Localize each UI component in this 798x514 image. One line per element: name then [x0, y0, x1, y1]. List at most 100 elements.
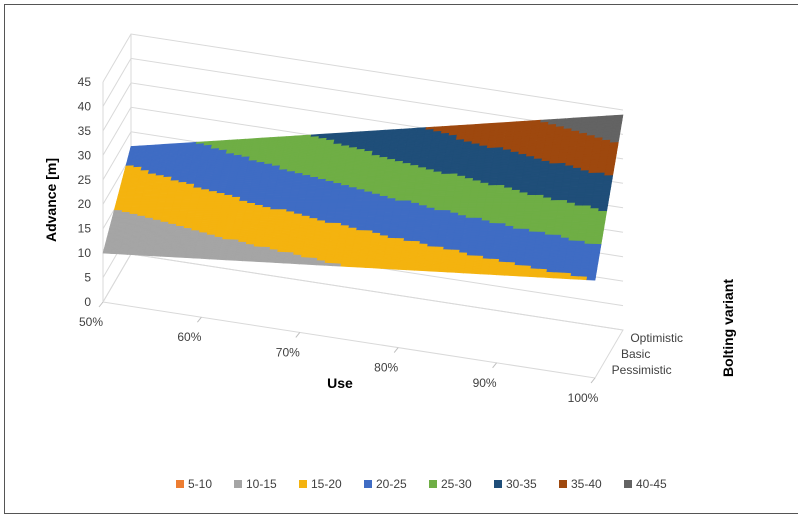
surface-cell	[571, 218, 582, 223]
y-tick-label: Pessimistic	[612, 363, 672, 377]
surface-cell	[223, 194, 234, 198]
surface-cell	[524, 208, 534, 212]
surface-cell	[587, 175, 597, 180]
surface-cell	[302, 207, 313, 210]
surface-cell	[217, 257, 227, 261]
surface-cell	[581, 210, 591, 215]
surface-cell	[516, 208, 526, 212]
surface-cell	[500, 202, 511, 206]
surface-cell	[472, 220, 483, 224]
surface-cell	[345, 200, 355, 204]
surface-cell	[543, 189, 554, 193]
surface-cell	[560, 189, 570, 193]
surface-cell	[287, 200, 298, 204]
surface-cell	[455, 224, 465, 229]
surface-cell	[404, 193, 414, 197]
surface-cell	[435, 198, 446, 201]
surface-cell	[585, 186, 595, 190]
surface-cell	[540, 208, 551, 212]
surface-cell	[583, 200, 593, 204]
surface-cell	[538, 173, 548, 178]
surface-cell	[461, 195, 471, 199]
surface-cell	[552, 186, 563, 191]
surface-cell	[485, 195, 496, 199]
surface-cell	[266, 259, 277, 263]
surface-cell	[539, 213, 550, 217]
surface-cell	[303, 202, 314, 206]
surface-cell	[548, 208, 559, 212]
surface-cell	[584, 189, 595, 193]
x-tick-label: 60%	[177, 330, 201, 344]
surface-cell	[330, 193, 340, 197]
surface-cell	[538, 176, 548, 180]
surface-cell	[245, 206, 255, 210]
surface-cell	[551, 192, 562, 196]
surface-cell	[508, 205, 518, 209]
surface-cell	[312, 200, 322, 204]
surface-cell	[477, 195, 487, 199]
surface-cell	[102, 250, 113, 254]
surface-cell	[557, 208, 567, 212]
surface-cell	[555, 170, 565, 175]
surface-cell	[602, 180, 613, 185]
surface-cell	[473, 215, 484, 219]
surface-cell	[425, 207, 436, 211]
surface-cell	[328, 202, 338, 206]
surface-cell	[604, 169, 615, 174]
surface-cell	[236, 208, 247, 212]
x-tick-label: 80%	[374, 361, 398, 375]
surface-cell	[511, 189, 521, 194]
surface-cell	[543, 192, 553, 196]
surface-cell	[498, 212, 509, 217]
surface-cell	[484, 202, 494, 207]
surface-cell	[473, 217, 483, 222]
surface-cell	[239, 196, 250, 200]
surface-cell	[388, 191, 398, 195]
surface-cell	[238, 200, 249, 204]
surface-cell	[564, 210, 575, 215]
surface-cell	[370, 196, 381, 199]
surface-cell	[476, 197, 487, 201]
surface-cell	[599, 200, 609, 204]
surface-cell	[536, 187, 546, 191]
surface-cell	[346, 196, 356, 199]
surface-cell	[401, 205, 412, 209]
surface-cell	[535, 192, 545, 196]
surface-cell	[361, 202, 371, 206]
surface-cell	[550, 197, 561, 201]
surface-cell	[502, 195, 512, 199]
surface-cell	[502, 189, 513, 194]
surface-cell	[377, 202, 388, 206]
surface-cell	[525, 200, 536, 204]
surface-cell	[460, 200, 470, 204]
surface-cell	[566, 200, 577, 204]
surface-cell	[353, 200, 363, 204]
surface-cell	[585, 232, 596, 237]
surface-cell	[378, 198, 388, 202]
surface-cell	[377, 205, 387, 209]
surface-cell	[385, 205, 395, 209]
x-tick-label: 70%	[276, 345, 300, 359]
surface-cell	[471, 185, 481, 189]
surface-cell	[427, 200, 437, 204]
surface-cell	[570, 224, 581, 228]
surface-cell	[510, 192, 521, 196]
surface-cell	[258, 259, 268, 263]
surface-cell	[337, 200, 347, 204]
surface-cell	[319, 205, 330, 208]
surface-cell	[328, 200, 339, 204]
legend-swatch	[559, 480, 567, 488]
gridline	[102, 57, 624, 135]
surface-cell	[304, 198, 315, 202]
legend-swatch	[234, 480, 242, 488]
surface-cell	[530, 221, 540, 225]
surface-cell	[584, 194, 594, 199]
surface-cell	[447, 222, 458, 226]
surface-cell	[569, 181, 580, 185]
surface-cell	[506, 215, 516, 219]
surface-cell	[562, 224, 572, 228]
surface-cell	[474, 212, 484, 217]
surface-cell	[127, 252, 137, 256]
surface-cell	[327, 205, 338, 208]
